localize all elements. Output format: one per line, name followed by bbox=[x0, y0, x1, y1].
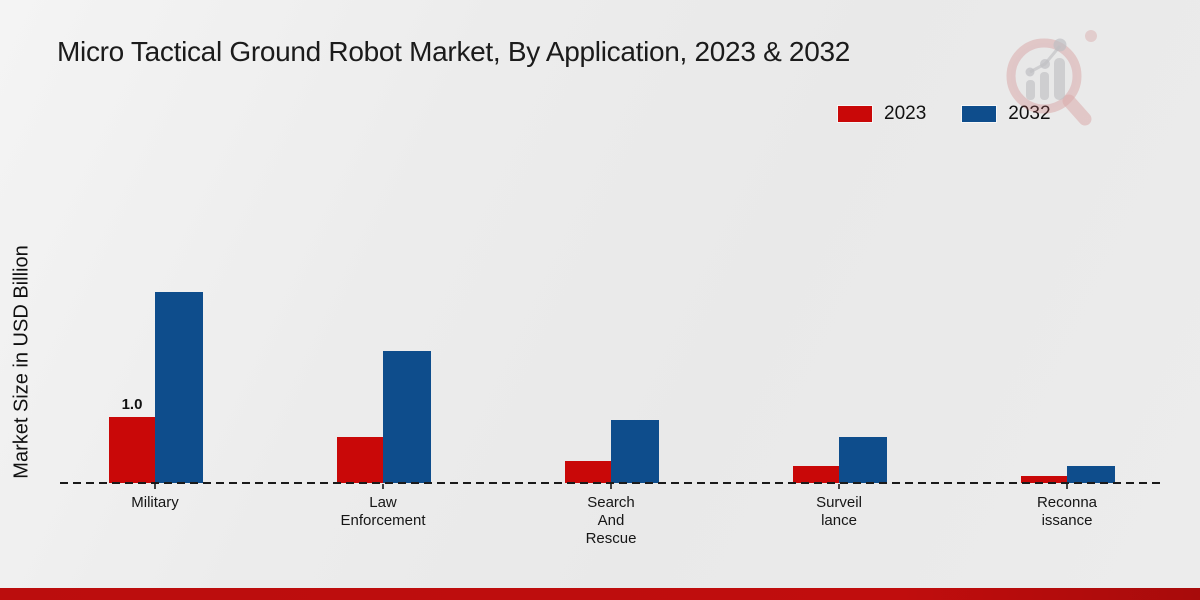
bar-2032-military bbox=[155, 292, 203, 483]
bar-2032-surveillance bbox=[839, 437, 887, 483]
x-axis-tick-surveillance bbox=[838, 484, 840, 489]
x-tick-label-law-enforcement: Law Enforcement bbox=[340, 494, 426, 529]
x-axis-tick-law-enforcement bbox=[382, 484, 384, 489]
legend: 2023 2032 bbox=[838, 103, 1051, 125]
bar-2032-law-enforcement bbox=[383, 351, 431, 483]
x-axis-baseline bbox=[60, 482, 1160, 484]
market-research-magnifier-logo-icon bbox=[1006, 30, 1097, 126]
legend-label-2032: 2032 bbox=[1008, 103, 1051, 124]
footer-bar bbox=[0, 588, 1200, 600]
legend-item-2032: 2032 bbox=[962, 103, 1051, 125]
legend-swatch-2023 bbox=[838, 106, 872, 122]
x-tick-label-surveillance: Surveil lance bbox=[816, 494, 862, 529]
chart-title: Micro Tactical Ground Robot Market, By A… bbox=[57, 36, 851, 67]
legend-item-2023: 2023 bbox=[838, 103, 926, 125]
x-axis-tick-reconnaissance bbox=[1066, 484, 1068, 489]
bar-2023-reconnaissance bbox=[1021, 476, 1067, 483]
bar-2023-surveillance bbox=[793, 466, 839, 483]
x-axis-tick-military bbox=[154, 484, 156, 489]
legend-label-2023: 2023 bbox=[884, 103, 927, 124]
x-tick-label-search-and-rescue: Search And Rescue bbox=[585, 494, 637, 547]
bar-2023-military bbox=[109, 417, 155, 483]
bar-value-label-2023-military: 1.0 bbox=[121, 396, 143, 413]
bar-2023-law-enforcement bbox=[337, 437, 383, 483]
bar-2023-search-and-rescue bbox=[565, 461, 611, 483]
legend-swatch-2032 bbox=[962, 106, 997, 122]
x-tick-label-military: Military bbox=[131, 494, 179, 511]
bar-2032-reconnaissance bbox=[1067, 466, 1115, 483]
x-axis-tick-search-and-rescue bbox=[610, 484, 612, 489]
x-tick-label-reconnaissance: Reconna issance bbox=[1036, 494, 1098, 529]
bar-2032-search-and-rescue bbox=[611, 420, 659, 483]
